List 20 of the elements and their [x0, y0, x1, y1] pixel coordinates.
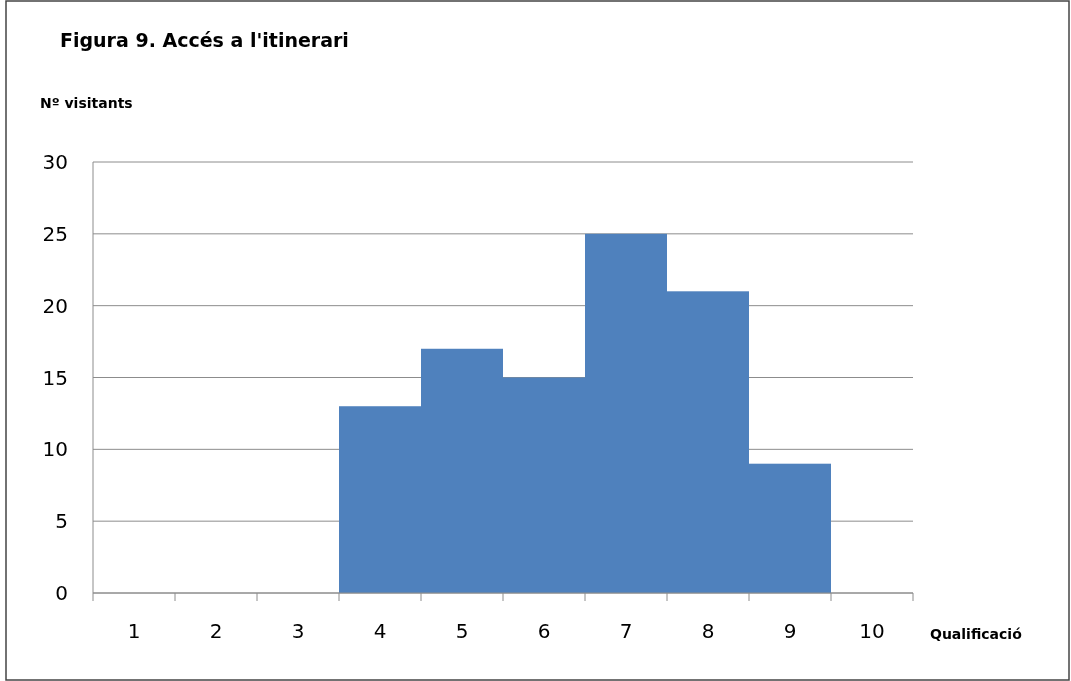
x-tick-label: 9 [783, 619, 797, 643]
y-tick-label: 15 [42, 365, 68, 390]
y-axis-title: Nº visitants [40, 95, 133, 111]
x-tick-label: 7 [619, 619, 633, 643]
y-tick-label: 5 [55, 509, 68, 534]
x-tick-label: 2 [209, 619, 223, 643]
x-axis-title: Qualificació [930, 626, 1023, 642]
x-tick-label: 4 [373, 619, 387, 643]
y-tick-label: 25 [42, 221, 68, 246]
y-tick-label: 20 [42, 293, 68, 318]
y-tick-label: 0 [55, 581, 68, 605]
x-tick-label: 1 [127, 619, 141, 643]
y-tick-label: 30 [42, 150, 68, 174]
x-tick-label: 3 [291, 619, 305, 643]
x-tick-label: 5 [455, 619, 469, 643]
chart-title: Figura 9. Accés a l'itinerari [60, 29, 349, 51]
x-tick-label: 8 [701, 619, 715, 643]
x-tick-label: 10 [859, 619, 885, 643]
x-tick-label: 6 [537, 619, 551, 643]
y-tick-label: 10 [42, 437, 68, 462]
